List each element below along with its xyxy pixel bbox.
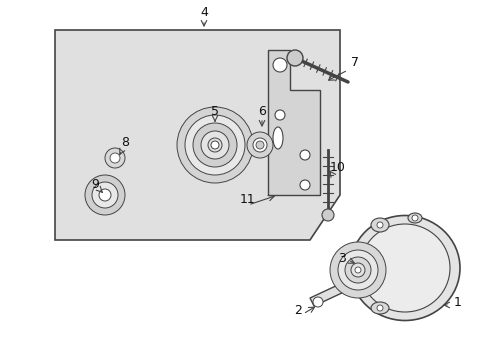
Circle shape — [92, 182, 118, 208]
Circle shape — [252, 138, 266, 152]
Text: 11: 11 — [240, 193, 255, 207]
Text: 9: 9 — [91, 179, 99, 192]
Polygon shape — [309, 270, 373, 306]
Ellipse shape — [272, 127, 283, 149]
Ellipse shape — [370, 302, 388, 314]
Circle shape — [329, 242, 385, 298]
Circle shape — [177, 107, 252, 183]
Text: 8: 8 — [121, 136, 129, 149]
Circle shape — [210, 141, 219, 149]
Ellipse shape — [407, 213, 421, 223]
Ellipse shape — [349, 216, 459, 320]
Ellipse shape — [359, 224, 449, 312]
Text: 4: 4 — [200, 5, 207, 18]
Circle shape — [272, 58, 286, 72]
Circle shape — [85, 175, 125, 215]
Circle shape — [105, 148, 125, 168]
Text: 3: 3 — [337, 252, 345, 265]
Circle shape — [299, 180, 309, 190]
Circle shape — [411, 215, 417, 221]
Circle shape — [110, 153, 120, 163]
Circle shape — [354, 267, 360, 273]
Polygon shape — [267, 50, 319, 195]
Circle shape — [337, 250, 377, 290]
Ellipse shape — [370, 218, 388, 232]
Circle shape — [376, 222, 382, 228]
Circle shape — [99, 189, 111, 201]
Text: 5: 5 — [210, 105, 219, 118]
Circle shape — [184, 115, 244, 175]
Circle shape — [376, 305, 382, 311]
Circle shape — [345, 257, 370, 283]
Text: 6: 6 — [258, 105, 265, 118]
Circle shape — [360, 268, 370, 278]
Text: 1: 1 — [453, 296, 461, 309]
Polygon shape — [55, 30, 339, 240]
Circle shape — [246, 132, 272, 158]
Text: 2: 2 — [293, 303, 301, 316]
Circle shape — [312, 297, 323, 307]
Text: 7: 7 — [350, 55, 358, 68]
Circle shape — [286, 50, 303, 66]
Circle shape — [193, 123, 237, 167]
Text: 10: 10 — [329, 162, 345, 175]
Circle shape — [274, 110, 285, 120]
Circle shape — [299, 150, 309, 160]
Circle shape — [256, 141, 264, 149]
Circle shape — [201, 131, 228, 159]
Circle shape — [350, 263, 364, 277]
Circle shape — [321, 209, 333, 221]
Circle shape — [207, 138, 222, 152]
